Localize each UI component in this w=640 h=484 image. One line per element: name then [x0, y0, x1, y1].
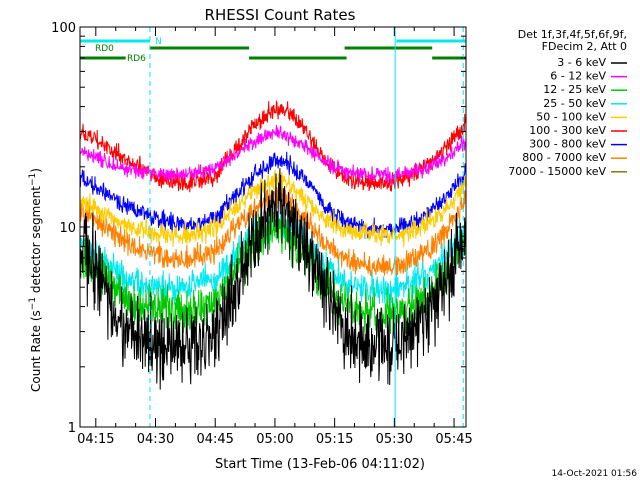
y-tick-label-1: 10 [59, 221, 76, 236]
y-axis-label: Count Rate (s−1 detector segment−1) [28, 168, 43, 392]
y-label-end: ) [29, 168, 43, 173]
legend-label-4: 50 - 100 keV [536, 110, 606, 123]
legend-header-1: FDecim 2, Att 0 [542, 40, 627, 53]
legend-label-0: 3 - 6 keV [557, 56, 606, 69]
footer-timestamp: 14-Oct-2021 01:56 [552, 469, 638, 479]
legend-label-7: 800 - 7000 keV [522, 151, 606, 164]
x-tick-label-4: 05:15 [316, 432, 353, 447]
y-label-sup2: −1 [28, 173, 38, 186]
y-label-sup1: −1 [28, 297, 38, 310]
series-line-1 [79, 125, 467, 185]
y-label-main: Count Rate (s [29, 310, 43, 392]
x-tick-label-2: 04:45 [196, 432, 233, 447]
x-tick-label-1: 04:30 [137, 432, 174, 447]
flag-label-rd0: RD0 [95, 44, 114, 54]
series-line-6 [79, 151, 467, 239]
x-axis-label: Start Time (13-Feb-06 04:11:02) [215, 457, 425, 472]
flag-label-rd6: RD6 [127, 54, 146, 64]
legend-label-2: 12 - 25 keV [543, 83, 606, 96]
y-tick-label-2: 100 [51, 21, 76, 36]
y-tick-label-0: 1 [68, 421, 76, 436]
x-tick-label-5: 05:30 [376, 432, 413, 447]
legend-header-0: Det 1f,3f,4f,5f,6f,9f, [518, 28, 627, 41]
legend-label-3: 25 - 50 keV [543, 97, 606, 110]
series-line-4 [79, 169, 467, 248]
x-tick-label-0: 04:15 [77, 432, 114, 447]
legend-label-1: 6 - 12 keV [550, 70, 606, 83]
flag-label-n: N [155, 37, 162, 47]
legend-label-5: 100 - 300 keV [529, 124, 606, 137]
series-line-2 [79, 206, 467, 341]
legend-label-8: 7000 - 15000 keV [508, 165, 606, 178]
x-tick-label-3: 05:00 [256, 432, 293, 447]
chart-title: RHESSI Count Rates [205, 6, 356, 24]
legend-label-6: 300 - 800 keV [529, 138, 606, 151]
y-label-mid: detector segment [29, 186, 43, 297]
series-line-0 [79, 168, 467, 390]
x-tick-label-6: 05:45 [435, 432, 472, 447]
